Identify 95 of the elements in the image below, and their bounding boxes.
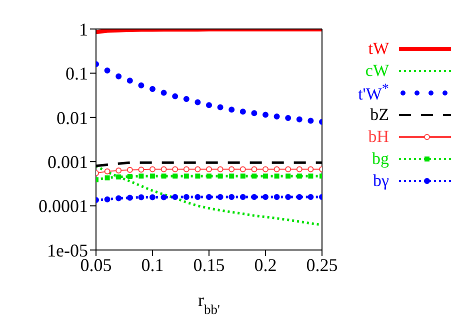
point <box>308 194 314 200</box>
point <box>262 194 268 200</box>
x-axis-title: r$_{bb'}$ <box>198 290 220 316</box>
point <box>251 166 258 172</box>
point <box>262 166 268 172</box>
point <box>217 104 224 110</box>
point <box>138 194 144 200</box>
y-tick-label: 0.01 <box>56 108 88 128</box>
y-tick-label: 0.0001 <box>38 196 88 216</box>
point <box>252 174 257 179</box>
point <box>308 118 314 124</box>
legend-label: t'W$^{*}$ <box>358 81 389 105</box>
point <box>240 174 246 179</box>
point <box>116 73 122 80</box>
point <box>308 174 314 179</box>
point <box>160 166 167 172</box>
point <box>172 166 178 172</box>
point <box>104 168 110 174</box>
point <box>274 113 280 120</box>
point <box>240 194 246 200</box>
point <box>194 166 201 172</box>
point <box>251 194 258 200</box>
point <box>126 78 133 84</box>
point <box>308 166 314 172</box>
point <box>285 194 292 200</box>
point <box>240 166 246 172</box>
point <box>228 194 235 200</box>
legend-label: cW <box>365 61 389 81</box>
point <box>150 194 156 200</box>
point <box>296 166 302 172</box>
point <box>206 102 212 108</box>
point <box>150 174 155 179</box>
point <box>104 68 110 74</box>
line-series <box>96 164 322 226</box>
point <box>183 194 190 200</box>
point <box>206 166 212 172</box>
point <box>138 166 144 173</box>
point <box>160 90 167 96</box>
point <box>274 174 280 179</box>
point <box>183 166 190 172</box>
point <box>228 166 235 172</box>
point <box>262 112 268 118</box>
point <box>195 174 200 179</box>
point <box>116 167 122 174</box>
point <box>172 174 178 179</box>
point <box>183 96 190 102</box>
point <box>285 114 292 121</box>
y-tick-label: 1 <box>79 19 88 40</box>
x-tick-label: 0.1 <box>141 254 164 275</box>
point <box>172 93 178 100</box>
point <box>218 174 223 179</box>
point <box>138 82 144 88</box>
point <box>116 174 122 180</box>
point <box>194 99 201 106</box>
point <box>194 194 201 200</box>
point <box>285 166 292 172</box>
point <box>126 166 133 173</box>
point <box>263 174 268 179</box>
y-tick-label: 1e-05 <box>47 240 88 260</box>
point <box>228 106 235 113</box>
y-tick-label: 0.1 <box>66 64 88 84</box>
point <box>286 174 291 179</box>
point <box>296 174 302 179</box>
point <box>217 166 224 172</box>
point <box>138 174 144 179</box>
point <box>206 174 212 179</box>
point <box>127 174 132 180</box>
point <box>150 86 156 92</box>
legend-label: tW <box>368 39 389 59</box>
legend-label: bγ <box>372 171 389 191</box>
point <box>229 174 234 179</box>
x-tick-label: 0.25 <box>306 254 338 275</box>
point <box>116 195 122 202</box>
x-tick-label: 0.2 <box>254 254 277 275</box>
point <box>150 166 156 172</box>
point <box>160 194 167 200</box>
point <box>296 116 302 122</box>
point <box>274 166 280 172</box>
point <box>184 174 189 179</box>
x-tick-label: 0.15 <box>193 254 225 275</box>
point <box>217 194 224 200</box>
y-tick-label: 0.001 <box>48 152 88 172</box>
point <box>126 194 133 201</box>
point <box>104 175 110 180</box>
point <box>172 194 178 200</box>
point <box>296 194 302 200</box>
point <box>206 194 212 200</box>
point <box>240 108 246 115</box>
legend-label: bg <box>372 149 389 169</box>
legend-label: bH <box>368 127 389 147</box>
point <box>274 194 280 200</box>
legend-label: bZ <box>370 105 389 125</box>
point <box>104 196 110 202</box>
point <box>251 110 258 116</box>
point <box>161 174 166 179</box>
